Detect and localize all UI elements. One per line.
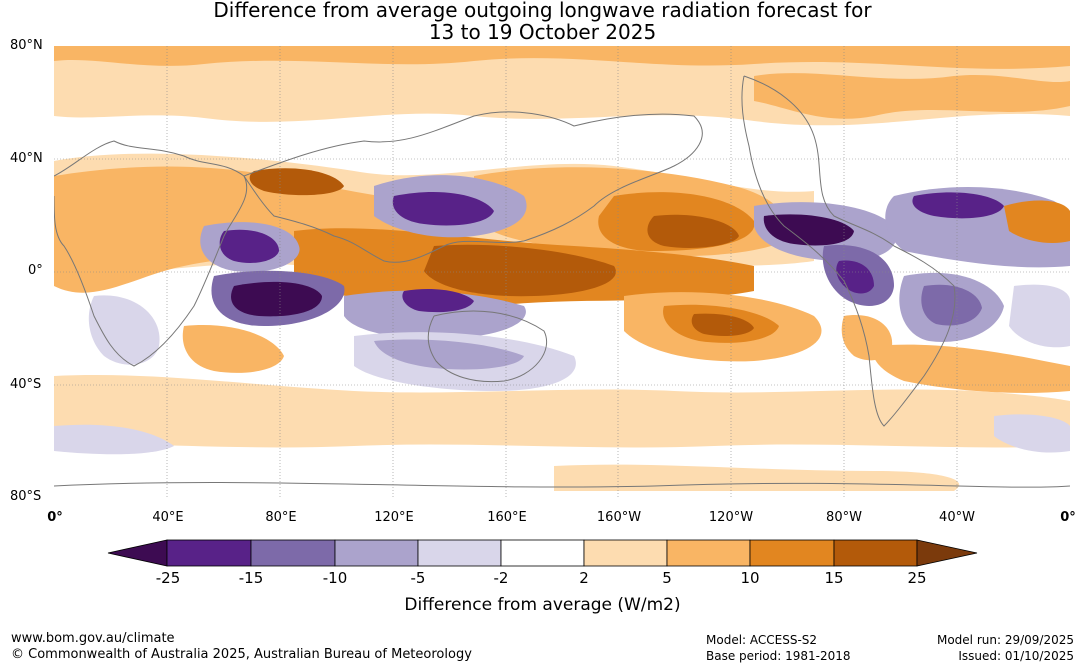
colorbar-extend-high bbox=[916, 539, 978, 567]
colorbar-segment bbox=[583, 539, 668, 567]
lat-label-40s: 40°S bbox=[10, 377, 42, 392]
colorbar-tick: 15 bbox=[824, 569, 844, 587]
map-canvas bbox=[53, 46, 1071, 498]
olr-anomaly-map bbox=[53, 46, 1071, 498]
lon-label-120w: 120°W bbox=[708, 510, 754, 525]
lon-label-40e: 40°E bbox=[152, 510, 184, 525]
colorbar-segment bbox=[500, 539, 585, 567]
footer-copyright: © Commonwealth of Australia 2025, Austra… bbox=[11, 647, 472, 662]
colorbar-tick: -15 bbox=[238, 569, 264, 587]
lat-label-80n: 80°N bbox=[10, 38, 43, 53]
colorbar-tick: 2 bbox=[579, 569, 589, 587]
colorbar-segment bbox=[166, 539, 252, 567]
lon-label-0-right: 0° bbox=[1060, 510, 1076, 525]
colorbar-segment bbox=[833, 539, 918, 567]
colorbar-tick: 5 bbox=[662, 569, 672, 587]
lon-label-160w: 160°W bbox=[596, 510, 642, 525]
colorbar-segment bbox=[666, 539, 751, 567]
lat-label-40n: 40°N bbox=[10, 151, 43, 166]
lon-label-80w: 80°W bbox=[826, 510, 862, 525]
colorbar-tick: -2 bbox=[493, 569, 509, 587]
footer-issued: Issued: 01/10/2025 bbox=[958, 649, 1074, 663]
colorbar-extend-low bbox=[107, 539, 168, 567]
lat-label-80s: 80°S bbox=[10, 489, 42, 504]
lat-label-equator: 0° bbox=[28, 263, 43, 278]
colorbar-tick: -10 bbox=[322, 569, 348, 587]
colorbar-tick: -5 bbox=[410, 569, 426, 587]
colorbar-tick: 10 bbox=[740, 569, 760, 587]
lon-label-0-left: 0° bbox=[47, 510, 63, 525]
colorbar-segment bbox=[334, 539, 419, 567]
colorbar-tick: 25 bbox=[907, 569, 927, 587]
colorbar-segment bbox=[749, 539, 835, 567]
footer-model: Model: ACCESS-S2 bbox=[706, 633, 818, 647]
chart-title-line-1: Difference from average outgoing longwav… bbox=[213, 0, 872, 22]
chart-title-line-2: 13 to 19 October 2025 bbox=[428, 20, 657, 44]
lon-label-80e: 80°E bbox=[265, 510, 297, 525]
footer-base-period: Base period: 1981-2018 bbox=[706, 649, 851, 663]
colorbar-label: Difference from average (W/m2) bbox=[404, 595, 681, 615]
footer-model-run: Model run: 29/09/2025 bbox=[936, 633, 1074, 647]
lon-label-120e: 120°E bbox=[374, 510, 414, 525]
colorbar-tick: -25 bbox=[155, 569, 181, 587]
lon-label-160e: 160°E bbox=[487, 510, 527, 525]
lon-label-40w: 40°W bbox=[939, 510, 975, 525]
colorbar-segment bbox=[417, 539, 502, 567]
colorbar-segment bbox=[250, 539, 336, 567]
footer-url[interactable]: www.bom.gov.au/climate bbox=[11, 631, 175, 646]
colorbar bbox=[107, 539, 978, 567]
